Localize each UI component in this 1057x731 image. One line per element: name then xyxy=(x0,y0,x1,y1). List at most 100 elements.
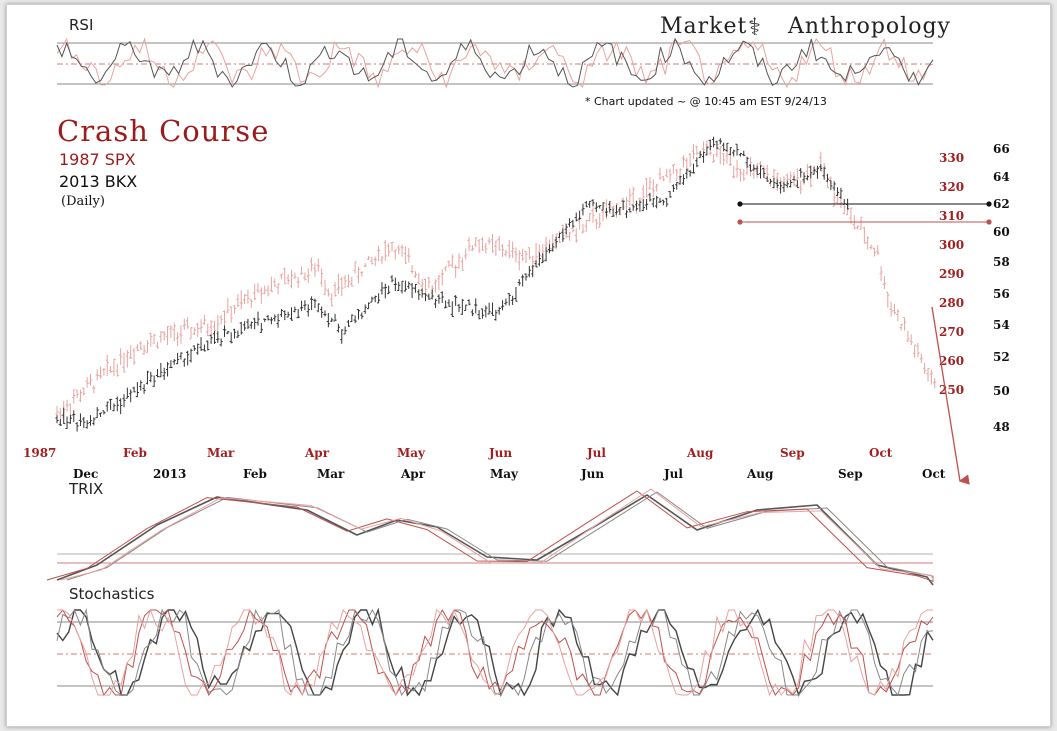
stochastics-panel xyxy=(56,607,934,698)
spx-bar xyxy=(356,266,361,284)
bkx-bar xyxy=(95,407,99,419)
bkx-bar xyxy=(273,314,277,322)
bkx-bar xyxy=(467,299,471,306)
bkx-bar xyxy=(145,370,150,385)
bkx-bar xyxy=(92,417,96,426)
bkx-bar xyxy=(594,202,598,213)
bkx-bar xyxy=(718,138,722,145)
bkx-bar xyxy=(668,191,672,198)
bkx-bar xyxy=(182,358,186,367)
spx-bar xyxy=(913,344,917,358)
bkx-month-labels: Dec 2013 Feb Mar Apr May Jun Jul Aug Sep Oct xyxy=(73,467,946,481)
bkx-bar xyxy=(232,328,237,339)
bkx-bar xyxy=(343,326,347,335)
spx-bar xyxy=(336,273,340,295)
bkx-bar xyxy=(266,314,270,321)
spx-bar xyxy=(149,332,153,347)
spx-bar xyxy=(135,344,139,352)
bkx-bar xyxy=(571,219,575,228)
bkx-bar xyxy=(366,302,371,310)
bkx-bar xyxy=(651,197,655,208)
legend-spx: 1987 SPX xyxy=(59,150,136,169)
spx-bar xyxy=(209,320,213,336)
bkx-bar xyxy=(825,174,830,182)
spx-bar xyxy=(919,353,923,364)
bkx-axis-tick: 64 xyxy=(993,170,1010,184)
spx-bar xyxy=(460,257,464,271)
bkx-bar xyxy=(755,165,759,175)
spx-bar xyxy=(926,368,930,382)
spx-bar xyxy=(279,273,284,280)
bkx-bar xyxy=(68,414,72,424)
bkx-bar xyxy=(601,202,605,211)
bkx-bar xyxy=(222,325,227,338)
bkx-bar xyxy=(363,304,367,314)
spx-bar xyxy=(889,301,893,317)
bkx-bar xyxy=(614,205,619,215)
spx-bar xyxy=(685,157,689,170)
bkx-bar xyxy=(397,281,401,292)
spx-month-label: 1987 xyxy=(23,446,56,460)
bkx-bar xyxy=(671,184,675,193)
bkx-bar xyxy=(403,280,407,292)
bkx-bar xyxy=(350,314,354,323)
bkx-bar xyxy=(380,282,384,295)
spx-bar xyxy=(310,257,314,272)
spx-bar xyxy=(668,168,672,183)
bkx-bar xyxy=(705,146,709,156)
spx-axis-tick: 250 xyxy=(939,383,964,397)
spx-bar xyxy=(192,327,196,336)
spx-bar xyxy=(199,319,203,333)
spx-bar xyxy=(444,266,448,272)
bkx-bar xyxy=(537,252,541,267)
bkx-bar xyxy=(789,180,793,188)
spx-bar xyxy=(246,289,250,304)
bkx-bar xyxy=(420,288,424,298)
spx-month-labels: 1987 Feb Mar Apr May Jun Jul Aug Sep Oct xyxy=(23,446,893,460)
bkx-bar xyxy=(574,212,578,222)
bkx-bar xyxy=(531,265,535,278)
stoch-bkx-k xyxy=(56,607,934,698)
spx-bar xyxy=(665,168,669,178)
spx-bar xyxy=(869,244,873,250)
bkx-bar xyxy=(835,187,840,196)
bkx-axis-tick: 62 xyxy=(993,197,1010,211)
bkx-axis-tick: 54 xyxy=(993,318,1010,332)
spx-bar xyxy=(450,254,454,268)
spx-bar xyxy=(159,331,163,343)
bkx-bar xyxy=(286,311,290,318)
bkx-bar xyxy=(765,176,769,182)
bkx-bar xyxy=(591,199,595,207)
spx-bar xyxy=(641,185,645,201)
bkx-month-label: May xyxy=(490,467,519,481)
spx-bar xyxy=(129,345,133,359)
bkx-bar xyxy=(330,317,334,323)
spx-bar xyxy=(58,407,62,421)
bkx-bar xyxy=(333,313,337,322)
bkx-bar xyxy=(430,289,434,300)
bkx-bar xyxy=(353,315,357,324)
spx-bar xyxy=(598,213,602,228)
bkx-bar xyxy=(802,172,806,184)
spx-bar xyxy=(363,263,367,268)
bkx-bar xyxy=(618,207,622,215)
bkx-bar xyxy=(169,360,173,369)
bkx-bar xyxy=(812,166,816,175)
spx-bar xyxy=(296,276,300,288)
spx-axis-tick: 330 xyxy=(939,151,964,165)
spx-bar xyxy=(658,167,662,180)
bkx-bar xyxy=(125,387,129,399)
bkx-bar xyxy=(316,303,320,313)
bkx-bar xyxy=(320,306,324,318)
spx-bar xyxy=(132,347,136,365)
spx-bar xyxy=(701,141,706,152)
spx-bar xyxy=(437,274,441,291)
spx-bar xyxy=(856,225,860,230)
rsi-spx-line xyxy=(56,37,934,89)
bkx-bar xyxy=(698,151,702,159)
bkx-bar xyxy=(377,293,381,304)
bkx-bar xyxy=(115,396,119,412)
spx-bar xyxy=(842,203,846,215)
bkx-bar xyxy=(772,177,776,189)
spx-bar xyxy=(212,320,217,331)
